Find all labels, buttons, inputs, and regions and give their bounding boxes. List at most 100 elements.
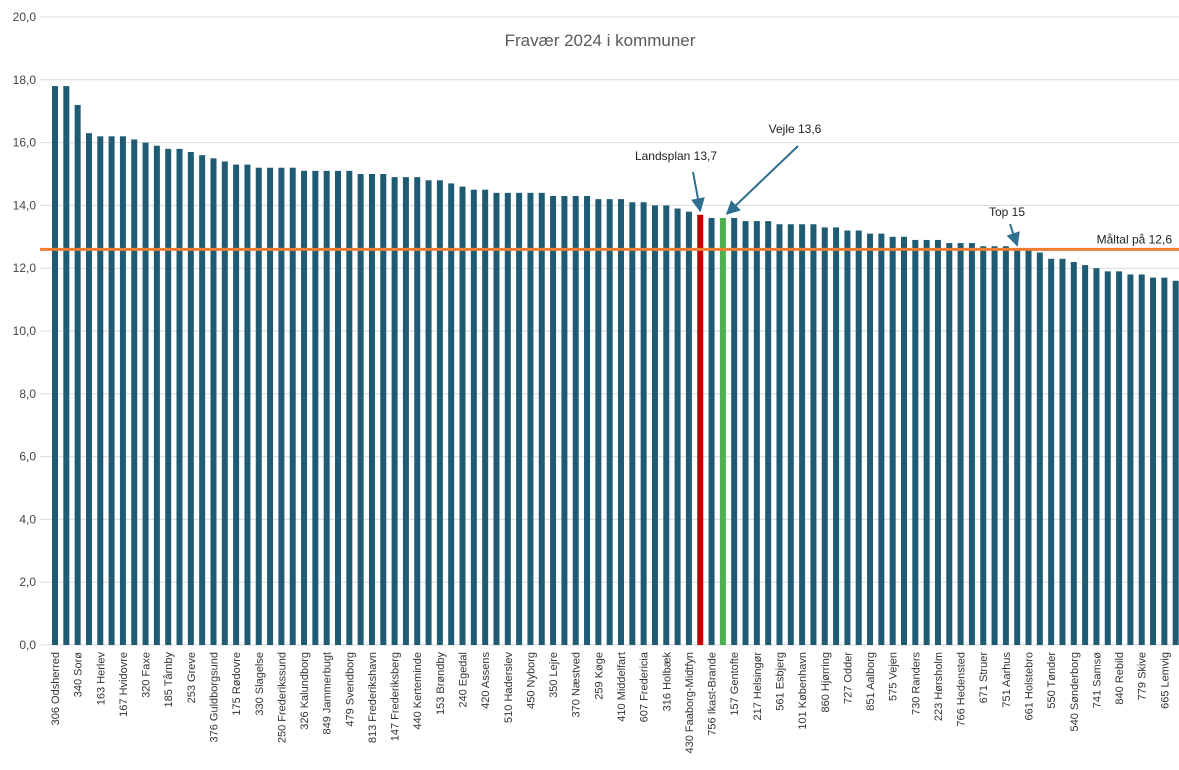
bar (742, 221, 749, 645)
bar (810, 224, 817, 646)
bar (165, 148, 172, 645)
x-tick-label: 420 Assens (480, 652, 492, 709)
x-tick-label: 163 Herlev (95, 652, 107, 706)
x-tick-label: 217 Helsingør (752, 652, 764, 721)
target-label: Måltal på 12,6 (1097, 232, 1173, 246)
x-tick-label: 751 Aarhus (1001, 652, 1013, 708)
x-tick-label: 370 Næstved (571, 652, 583, 717)
bar (1082, 265, 1089, 645)
x-tick-label: 727 Odder (842, 652, 854, 704)
bar (1150, 277, 1157, 645)
bar (697, 214, 704, 645)
bar (946, 243, 953, 645)
x-tick-label: 167 Hvidovre (118, 652, 130, 717)
x-tick-label: 766 Hedensted (956, 652, 968, 727)
bar (323, 170, 330, 646)
x-tick-label: 479 Svendborg (344, 652, 356, 727)
x-tick-label: 550 Tønder (1046, 652, 1058, 709)
x-tick-label: 253 Greve (186, 652, 198, 703)
x-tick-label: 340 Sorø (73, 652, 85, 698)
bar (335, 170, 341, 646)
bar (776, 224, 783, 646)
x-tick-label: 185 Tårnby (163, 652, 175, 708)
y-tick-label: 12,0 (13, 261, 37, 275)
bar (153, 145, 160, 646)
bar (923, 239, 930, 645)
x-tick-label: 153 Brøndby (435, 652, 447, 715)
bar (289, 167, 296, 645)
x-tick-label: 157 Gentofte (729, 652, 741, 716)
bar (221, 161, 228, 645)
bar (119, 136, 126, 645)
bar (493, 192, 500, 645)
bar (516, 192, 523, 645)
y-tick-label: 6,0 (19, 450, 36, 464)
bar (889, 236, 896, 646)
y-tick-label: 18,0 (13, 73, 37, 87)
bar (685, 211, 692, 645)
x-tick-label: 840 Rebild (1114, 652, 1126, 705)
bar (787, 224, 794, 646)
x-tick-label: 326 Kalundborg (299, 652, 311, 730)
bar (74, 104, 81, 646)
x-tick-label: 376 Guldborgsund (208, 652, 220, 743)
bar (414, 177, 421, 645)
bar (934, 239, 941, 645)
bar (244, 164, 251, 645)
bar (255, 167, 262, 645)
bar (538, 192, 545, 645)
bar (855, 230, 862, 645)
bar (97, 136, 104, 645)
bar (561, 195, 568, 646)
x-tick-label: 440 Kerteminde (412, 652, 424, 730)
bar (651, 205, 658, 645)
y-tick-label: 10,0 (13, 324, 37, 338)
bar (108, 136, 115, 645)
x-tick-label: 223 Hørsholm (933, 652, 945, 721)
y-tick-label: 4,0 (19, 512, 36, 526)
bar (199, 155, 206, 645)
x-tick-label: 101 København (797, 652, 809, 730)
bar (1014, 249, 1021, 646)
annotation: Vejle 13,6 (769, 122, 822, 136)
x-tick-label: 450 Nyborg (525, 652, 537, 709)
bar (142, 142, 149, 645)
chart-title: Fravær 2024 i kommuner (505, 31, 696, 50)
bar (629, 202, 636, 645)
x-tick-label: 849 Jammerbugt (322, 652, 334, 735)
bar (753, 221, 760, 645)
x-tick-label: 607 Fredericia (639, 651, 651, 722)
bar (1161, 277, 1168, 645)
x-tick-label: 510 Haderslev (503, 652, 515, 723)
y-tick-label: 14,0 (13, 198, 37, 212)
bar (63, 86, 70, 645)
bar (674, 208, 681, 646)
bar (85, 133, 92, 645)
bar (867, 233, 874, 645)
bar (482, 189, 489, 645)
bar (527, 192, 534, 645)
bar (584, 195, 591, 646)
x-tick-label: 665 Lemvig (1159, 652, 1171, 709)
annotation: Top 15 (989, 205, 1025, 219)
bar (878, 233, 885, 645)
bar (267, 167, 274, 645)
x-tick-label: 320 Faxe (141, 652, 153, 698)
bar (821, 227, 828, 645)
x-tick-label: 661 Holstebro (1024, 652, 1036, 721)
bar (595, 199, 602, 645)
bar (312, 170, 319, 646)
x-tick-label: 175 Rødovre (231, 652, 243, 716)
x-tick-label: 316 Holbæk (661, 652, 673, 712)
bar (380, 174, 387, 645)
bar (459, 186, 466, 645)
x-tick-label: 410 Middelfart (616, 652, 628, 722)
x-tick-label: 540 Sønderborg (1069, 652, 1081, 732)
bar (618, 199, 624, 645)
bar (901, 236, 907, 646)
bar (991, 246, 998, 645)
x-tick-label: 730 Randers (910, 652, 922, 715)
bar (1172, 280, 1179, 645)
bar (572, 195, 579, 646)
bar (357, 174, 364, 645)
